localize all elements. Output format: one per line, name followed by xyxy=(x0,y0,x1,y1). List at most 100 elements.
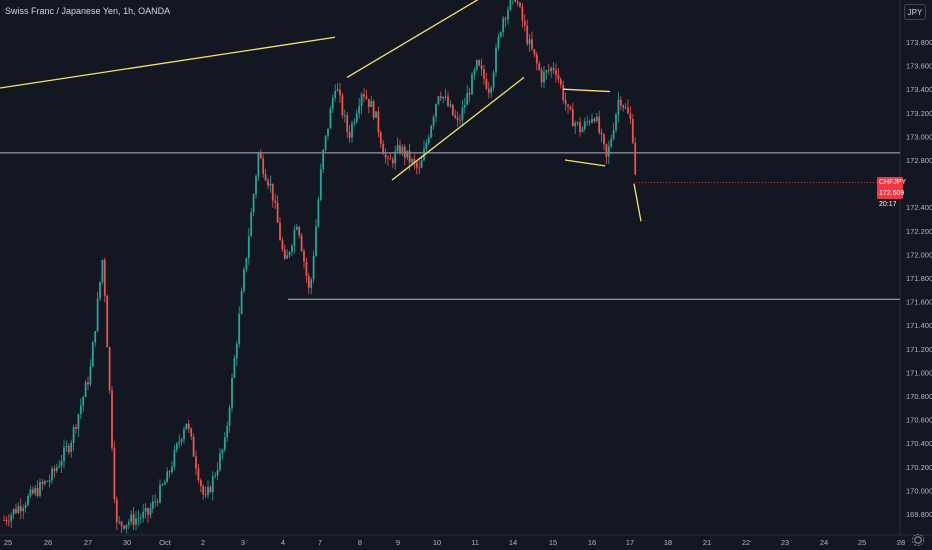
candle-body xyxy=(315,226,317,256)
candle-body xyxy=(228,407,231,427)
candle-body xyxy=(276,202,279,223)
candle-body xyxy=(394,151,397,164)
candle-body xyxy=(173,449,176,467)
candle-body xyxy=(293,229,296,246)
candle-body xyxy=(516,1,519,3)
x-tick-label: 10 xyxy=(433,538,441,547)
candle-body xyxy=(180,439,183,442)
candle-body xyxy=(317,199,320,227)
candle-body xyxy=(399,144,401,153)
candle-body xyxy=(113,447,116,500)
candle-body xyxy=(598,116,601,133)
candle-body xyxy=(183,429,185,440)
candle-body xyxy=(271,183,274,201)
candle-body xyxy=(307,275,310,288)
x-tick-label: 4 xyxy=(281,538,285,547)
candle-body xyxy=(118,521,121,523)
candle-body xyxy=(370,101,373,108)
y-tick-label: 170.200 xyxy=(906,463,932,472)
candle-body xyxy=(17,506,20,513)
candle-body xyxy=(27,495,29,505)
candle-body xyxy=(348,131,351,138)
flag-lower-line xyxy=(564,159,606,167)
candle-body xyxy=(430,125,433,138)
candle-body xyxy=(231,377,233,408)
candle-body xyxy=(125,524,128,529)
candle-body xyxy=(147,507,149,515)
candle-body xyxy=(142,511,145,518)
candle-body xyxy=(274,200,277,203)
candle-body xyxy=(545,70,548,73)
candle-body xyxy=(461,107,464,121)
candle-body xyxy=(540,69,543,83)
channel-upper-line xyxy=(346,0,479,78)
candle-body xyxy=(115,499,118,523)
candle-body xyxy=(411,159,413,163)
price-tag-countdown: 20:17 xyxy=(879,201,897,208)
candle-body xyxy=(487,88,490,93)
candle-body xyxy=(202,486,205,495)
candle-body xyxy=(360,94,363,107)
candle-body xyxy=(58,466,61,468)
candle-body xyxy=(533,49,536,55)
candle-body xyxy=(156,501,159,503)
candle-body xyxy=(214,475,217,477)
candle-body xyxy=(341,95,344,116)
last-price-tag: CHFJPY 172.609 20:17 xyxy=(877,177,906,208)
x-tick-label: 25 xyxy=(858,538,866,547)
gear-icon[interactable] xyxy=(910,533,926,547)
y-tick-label: 171.000 xyxy=(906,368,932,377)
candle-body xyxy=(559,79,562,85)
currency-button[interactable]: JPY xyxy=(904,4,926,20)
candle-body xyxy=(336,89,339,91)
candle-body xyxy=(425,143,428,149)
candle-body xyxy=(67,446,70,453)
candle-body xyxy=(149,508,152,515)
candle-body xyxy=(456,117,459,120)
candle-body xyxy=(159,484,161,503)
y-tick-label: 172.400 xyxy=(906,203,932,212)
candle-body xyxy=(466,93,469,105)
x-tick-label: Oct xyxy=(159,538,172,547)
y-tick-label: 172.800 xyxy=(906,156,932,165)
candle-body xyxy=(190,428,193,437)
candle-body xyxy=(591,118,593,123)
candle-body xyxy=(427,137,430,144)
candle-body xyxy=(471,74,473,95)
candle-body xyxy=(137,518,140,519)
candle-body xyxy=(324,135,327,150)
candle-body xyxy=(84,382,87,397)
candle-body xyxy=(504,18,507,20)
candle-body xyxy=(607,146,610,157)
x-tick-label: 17 xyxy=(626,538,634,547)
candle-body xyxy=(75,427,77,429)
y-tick-label: 171.600 xyxy=(906,298,932,307)
x-tick-label: 9 xyxy=(396,538,400,547)
candle-body xyxy=(367,98,370,108)
candle-body xyxy=(132,514,135,525)
candle-body xyxy=(79,405,82,415)
candle-body xyxy=(384,154,387,158)
candle-body xyxy=(233,358,236,378)
x-tick-label: 8 xyxy=(358,538,362,547)
candle-body xyxy=(365,96,368,99)
candle-body xyxy=(216,469,219,476)
x-tick-label: 15 xyxy=(549,538,557,547)
candle-body xyxy=(334,90,337,98)
candle-body xyxy=(631,119,634,143)
candle-body xyxy=(413,159,416,163)
candle-body xyxy=(130,514,133,522)
candle-body xyxy=(588,121,591,123)
candle-body xyxy=(46,481,49,482)
candle-body xyxy=(43,481,46,484)
candle-body xyxy=(583,121,586,129)
candle-body xyxy=(351,123,353,138)
y-tick-label: 170.800 xyxy=(906,392,932,401)
candle-body xyxy=(499,32,502,37)
candle-body xyxy=(375,111,377,118)
candle-body xyxy=(581,128,584,133)
candle-body xyxy=(267,180,269,186)
candle-body xyxy=(449,104,452,106)
candle-body xyxy=(442,96,445,99)
